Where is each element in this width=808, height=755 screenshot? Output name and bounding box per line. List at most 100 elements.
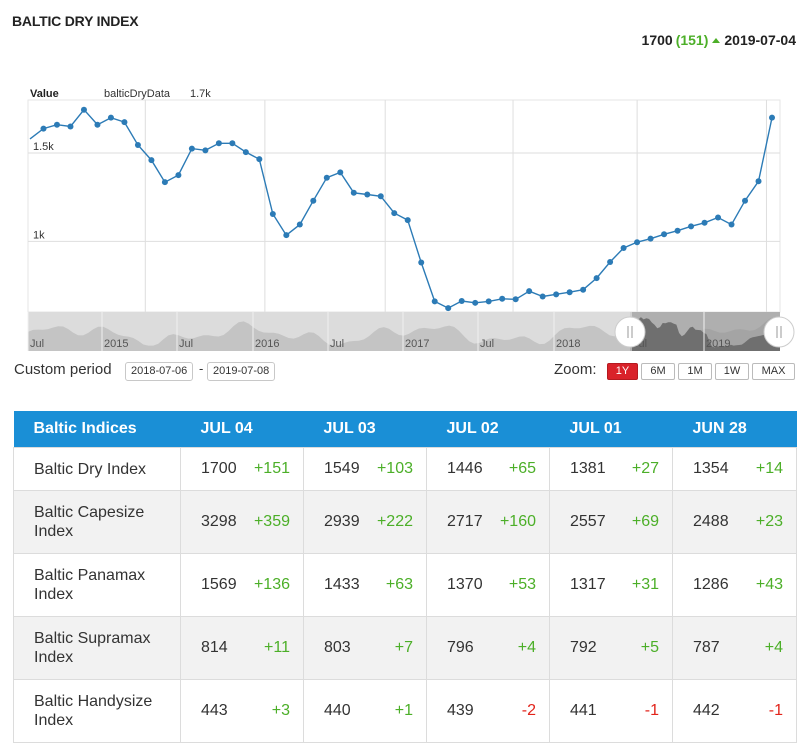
- data-point[interactable]: [661, 231, 668, 238]
- data-point[interactable]: [215, 140, 222, 147]
- table-cell: 1286 +43: [672, 553, 797, 617]
- data-point[interactable]: [539, 293, 546, 300]
- table-cell: 1446 +65: [426, 447, 550, 491]
- table-cell: 792 +5: [549, 616, 673, 680]
- data-point[interactable]: [553, 291, 560, 298]
- line-chart[interactable]: 1.5k 1k Value balticDryData 1.7k Jul 2015 J…: [0, 70, 808, 355]
- index-change: +1: [394, 702, 413, 719]
- data-point[interactable]: [607, 259, 614, 266]
- index-value: 439: [447, 702, 474, 719]
- data-point[interactable]: [715, 214, 722, 221]
- navigator[interactable]: Jul 2015 Jul 2016 Jul 2017 Jul 2018 Jul 2019: [27, 312, 795, 351]
- data-point[interactable]: [445, 305, 452, 312]
- data-point[interactable]: [296, 221, 303, 228]
- data-point[interactable]: [323, 174, 330, 181]
- data-point[interactable]: [256, 156, 263, 163]
- header-indices: Baltic Indices: [13, 411, 181, 448]
- page-title: BALTIC DRY INDEX: [12, 13, 139, 29]
- period-from-input[interactable]: 2018-07-06: [125, 362, 194, 381]
- data-point[interactable]: [418, 259, 425, 266]
- navigator-left-handle[interactable]: [614, 316, 646, 348]
- data-point[interactable]: [202, 147, 209, 154]
- zoom-label: Zoom:: [554, 361, 597, 378]
- data-point[interactable]: [121, 119, 128, 126]
- data-point[interactable]: [161, 179, 168, 186]
- zoom-1y-button[interactable]: 1Y: [607, 363, 638, 380]
- data-point[interactable]: [742, 197, 749, 204]
- data-point[interactable]: [337, 169, 344, 176]
- data-point[interactable]: [431, 298, 438, 305]
- zoom-6m-button[interactable]: 6M: [641, 363, 675, 380]
- table-cell: 1700 +151: [180, 447, 304, 491]
- index-value: 2557: [570, 513, 606, 530]
- data-point[interactable]: [769, 114, 775, 121]
- data-point[interactable]: [148, 157, 155, 164]
- header-date: JUL 03: [303, 411, 427, 448]
- data-point[interactable]: [620, 245, 627, 252]
- table-row: Baltic Handysize Index 443 +3 440 +1 439 -2 441…: [13, 679, 797, 743]
- index-value: 1433: [324, 576, 360, 593]
- index-change: +43: [755, 576, 783, 593]
- data-point[interactable]: [134, 142, 141, 149]
- data-point[interactable]: [40, 125, 47, 132]
- data-point[interactable]: [391, 210, 398, 217]
- table-cell: 441 -1: [549, 679, 673, 743]
- table-cell: 443 +3: [180, 679, 304, 743]
- data-point[interactable]: [67, 123, 74, 130]
- data-point[interactable]: [229, 140, 236, 147]
- index-change: -2: [521, 702, 536, 719]
- data-point[interactable]: [175, 172, 182, 179]
- data-point[interactable]: [404, 217, 411, 224]
- data-point[interactable]: [94, 121, 101, 128]
- index-value: 1286: [693, 576, 729, 593]
- data-point[interactable]: [593, 275, 600, 282]
- data-point[interactable]: [701, 219, 708, 226]
- data-point[interactable]: [634, 239, 641, 246]
- navigator-label: 2017: [405, 338, 429, 350]
- data-points: [40, 106, 775, 312]
- index-name: Baltic Panamax Index: [13, 553, 181, 617]
- header-date: JUL 02: [426, 411, 550, 448]
- data-point[interactable]: [580, 286, 587, 293]
- table-cell: 2717 +160: [426, 490, 550, 554]
- index-change: +103: [376, 460, 413, 477]
- index-value: 1370: [447, 576, 483, 593]
- data-point[interactable]: [688, 223, 695, 230]
- data-point[interactable]: [647, 235, 654, 242]
- data-point[interactable]: [512, 296, 519, 303]
- header-date: JUL 04: [180, 411, 304, 448]
- data-point[interactable]: [188, 145, 195, 152]
- data-point[interactable]: [472, 299, 479, 306]
- index-value: 441: [570, 702, 597, 719]
- data-point[interactable]: [107, 114, 114, 121]
- data-point[interactable]: [364, 191, 371, 198]
- table-cell: 442 -1: [672, 679, 797, 743]
- quote-value: 1700: [641, 32, 673, 48]
- data-point[interactable]: [755, 178, 762, 185]
- data-point[interactable]: [269, 210, 276, 217]
- data-point[interactable]: [566, 289, 573, 296]
- data-point[interactable]: [283, 232, 290, 239]
- table-cell: 2557 +69: [549, 490, 673, 554]
- zoom-1w-button[interactable]: 1W: [715, 363, 749, 380]
- zoom-max-button[interactable]: MAX: [752, 363, 795, 380]
- index-change: +63: [385, 576, 413, 593]
- data-point[interactable]: [310, 197, 317, 204]
- data-point[interactable]: [458, 298, 465, 305]
- data-point[interactable]: [242, 149, 249, 156]
- data-point[interactable]: [53, 121, 60, 128]
- data-point[interactable]: [499, 295, 506, 302]
- data-point[interactable]: [728, 221, 735, 228]
- data-point[interactable]: [674, 227, 681, 234]
- navigator-right-handle[interactable]: [763, 316, 795, 348]
- zoom-1m-button[interactable]: 1M: [678, 363, 712, 380]
- data-point[interactable]: [80, 106, 87, 113]
- data-point[interactable]: [485, 298, 492, 305]
- data-point[interactable]: [377, 193, 384, 200]
- navigator-label: Jul: [179, 338, 193, 350]
- navigator-label: Jul: [30, 338, 44, 350]
- period-to-input[interactable]: 2019-07-08: [207, 362, 276, 381]
- data-point[interactable]: [350, 189, 357, 196]
- index-value: 2488: [693, 513, 729, 530]
- data-point[interactable]: [526, 288, 533, 295]
